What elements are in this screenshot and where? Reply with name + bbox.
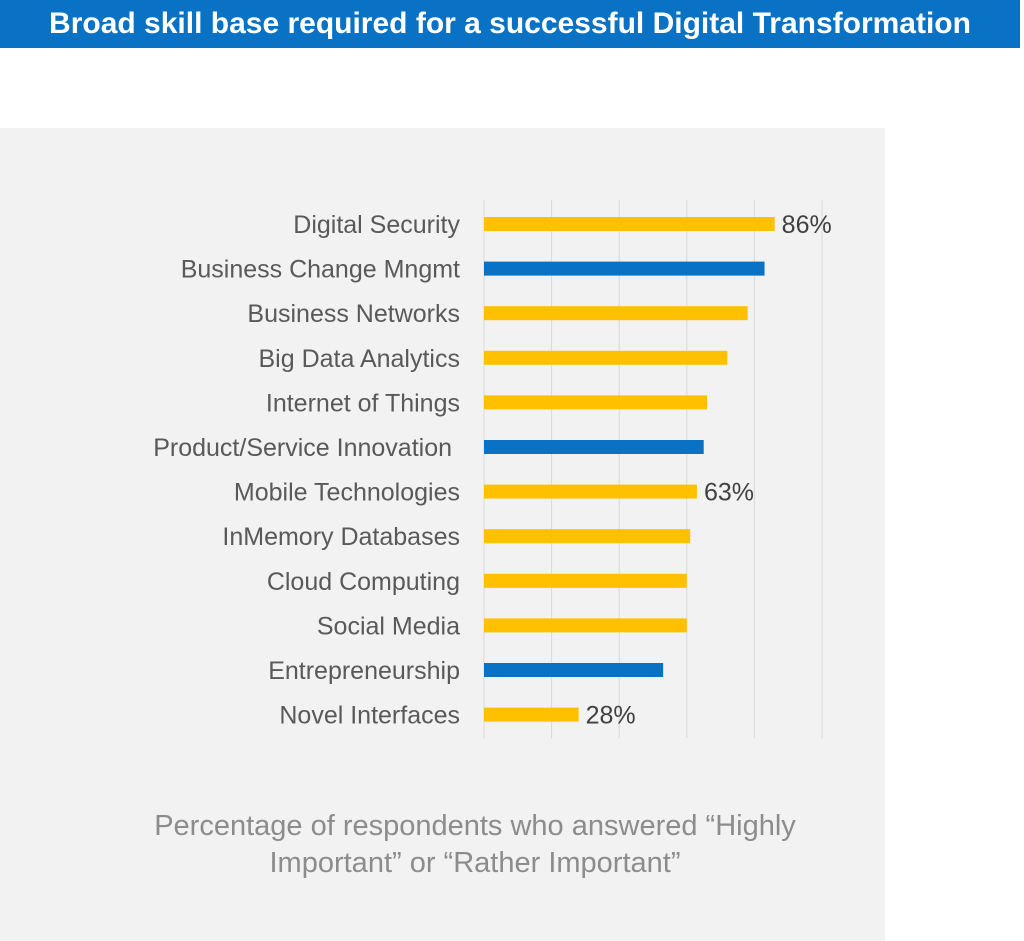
category-label: Digital Security	[293, 211, 460, 239]
category-label: Entrepreneurship	[268, 657, 460, 685]
chart-title: Broad skill base required for a successf…	[0, 0, 1020, 48]
caption-line-2: Important” or “Rather Important”	[269, 847, 681, 879]
bar	[484, 261, 765, 276]
caption-line-1: Percentage of respondents who answered “…	[154, 810, 796, 842]
bar	[484, 217, 775, 231]
category-label: Cloud Computing	[267, 568, 460, 596]
bar	[484, 707, 579, 722]
bar	[484, 350, 728, 365]
category-label: InMemory Databases	[222, 523, 460, 551]
category-label: Mobile Technologies	[234, 479, 460, 507]
bar	[484, 395, 708, 410]
category-label: Business Change Mngmt	[181, 256, 460, 284]
data-label: 28%	[586, 702, 636, 730]
category-label: Novel Interfaces	[279, 702, 460, 730]
bar	[484, 529, 691, 544]
bar	[484, 306, 748, 321]
category-label: Business Networks	[247, 300, 460, 328]
bar	[484, 573, 687, 588]
axis-caption: Percentage of respondents who answered “…	[60, 808, 890, 882]
bar	[484, 618, 687, 633]
category-label: Big Data Analytics	[259, 345, 461, 373]
data-label: 63%	[704, 479, 754, 507]
bar	[484, 484, 697, 499]
category-label: Product/Service Innovation	[153, 434, 452, 462]
category-label: Internet of Things	[266, 389, 460, 417]
bar	[484, 663, 664, 677]
data-label: 86%	[782, 211, 832, 239]
category-label: Social Media	[317, 612, 460, 640]
bar	[484, 440, 704, 454]
